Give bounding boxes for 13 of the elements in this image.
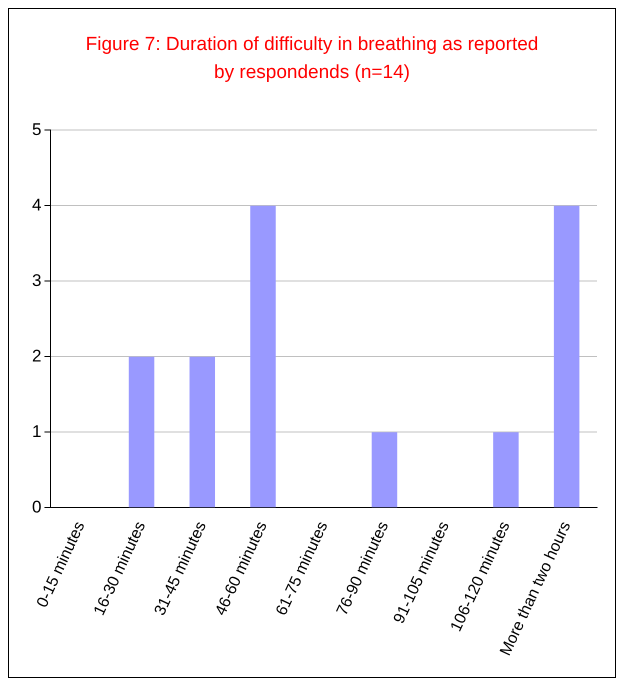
y-tick-label: 0 (32, 497, 42, 516)
y-tick-label: 1 (32, 422, 42, 441)
bar (250, 206, 276, 508)
bar (554, 206, 580, 508)
y-tick-label: 4 (32, 195, 42, 214)
y-tick-label: 3 (32, 270, 42, 290)
y-tick-label: 2 (32, 346, 42, 366)
y-tick-label: 5 (32, 120, 42, 139)
bar (493, 432, 519, 508)
chart-title: Figure 7: Duration of difficulty in breathing as reported by respondends (n=14) (84, 33, 540, 85)
bar (128, 356, 154, 508)
bar (190, 356, 216, 508)
bar (372, 432, 398, 508)
